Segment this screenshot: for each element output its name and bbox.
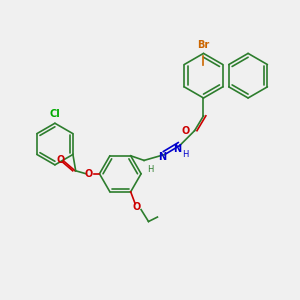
Text: Cl: Cl — [50, 109, 60, 119]
Text: H: H — [147, 165, 153, 174]
Text: O: O — [85, 169, 93, 179]
Text: O: O — [182, 126, 190, 136]
Text: N: N — [158, 152, 166, 162]
Text: Br: Br — [197, 40, 210, 50]
Text: N: N — [173, 143, 181, 154]
Text: O: O — [133, 202, 141, 212]
Text: O: O — [57, 155, 65, 165]
Text: H: H — [182, 150, 189, 159]
